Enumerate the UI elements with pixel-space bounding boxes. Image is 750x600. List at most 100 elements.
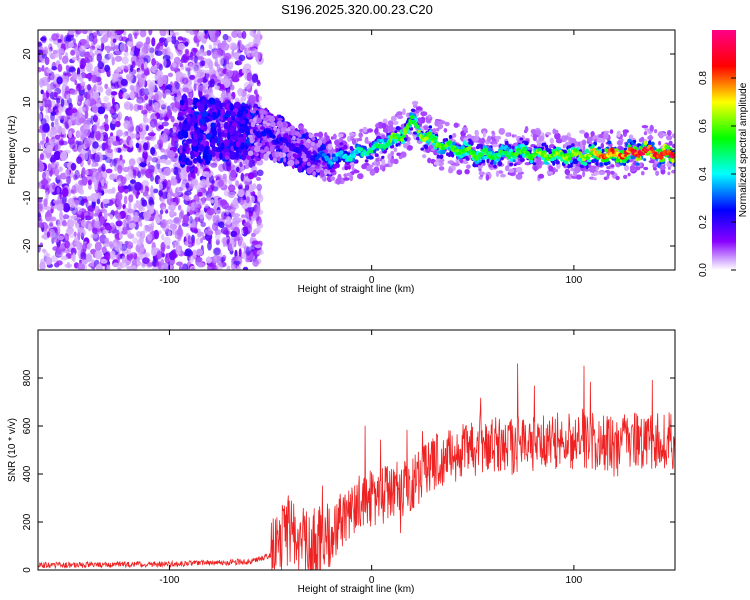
heat-halo-cell (535, 129, 542, 136)
heat-cloud-cell (187, 160, 193, 166)
heat-noise-cell (185, 30, 191, 34)
heat-noise-cell (137, 104, 142, 111)
heat-ridge-cell (394, 130, 398, 134)
heat-noise-cell (121, 56, 129, 65)
heat-noise-cell (135, 125, 140, 134)
heat-ridge-cell (343, 144, 348, 150)
heat-noise-cell (177, 36, 184, 41)
heat-noise-cell (79, 189, 85, 195)
heat-ridge-cell (448, 134, 453, 139)
heat-noise-cell (201, 60, 206, 67)
heat-noise-cell (159, 37, 165, 44)
heat-noise-cell (155, 60, 159, 66)
heat-cloud-cell (231, 111, 236, 117)
heat-noise-cell (53, 150, 62, 161)
heat-halo-cell (482, 130, 486, 138)
heat-ridge-cell (635, 162, 640, 166)
heat-noise-cell (135, 199, 140, 208)
heat-cloud-cell (209, 107, 213, 116)
heat-halo-cell (638, 137, 644, 143)
heat-cloud-cell (224, 129, 228, 134)
heat-noise-cell (253, 89, 258, 95)
heat-noise-cell (128, 213, 132, 222)
heat-cloud-cell (210, 122, 216, 128)
heat-halo-cell (671, 143, 675, 149)
heat-noise-cell (151, 221, 155, 231)
heat-noise-cell (38, 112, 43, 122)
heat-ridge-cell (260, 137, 263, 141)
heat-noise-cell (175, 71, 183, 78)
heat-noise-cell (119, 139, 127, 145)
heat-halo-cell (338, 133, 344, 138)
heat-noise-cell (59, 210, 63, 221)
heat-noise-cell (123, 51, 129, 57)
heat-noise-cell (241, 45, 246, 50)
heat-noise-cell (128, 194, 134, 203)
heat-cloud-cell (212, 111, 217, 117)
heat-halo-cell (498, 127, 506, 135)
heat-noise-cell (228, 241, 235, 252)
heat-noise-cell (191, 238, 195, 247)
heat-halo-cell (548, 165, 554, 172)
heat-halo-cell (491, 130, 495, 135)
heat-noise-cell (111, 56, 115, 66)
heat-noise-cell (172, 240, 176, 249)
heat-noise-cell (151, 37, 156, 47)
heat-noise-cell (228, 173, 237, 182)
heat-noise-cell (127, 245, 132, 256)
heat-noise-cell (71, 56, 78, 61)
heat-noise-cell (110, 91, 118, 96)
heat-noise-cell (226, 265, 231, 270)
heat-noise-cell (159, 30, 167, 37)
heat-noise-cell (53, 91, 58, 98)
heat-noise-cell (119, 88, 128, 93)
heat-noise-cell (189, 209, 193, 216)
heat-noise-cell (161, 121, 169, 127)
heat-noise-cell (168, 231, 172, 236)
heat-noise-cell (181, 183, 186, 189)
heat-halo-cell (330, 176, 336, 181)
heat-cloud-cell (232, 135, 238, 141)
heat-noise-cell (95, 130, 101, 141)
heat-halo-cell (443, 128, 448, 133)
heat-noise-cell (66, 261, 70, 269)
heat-ridge-cell (381, 155, 385, 159)
heat-noise-cell (173, 167, 182, 175)
heat-noise-cell (40, 178, 49, 186)
heat-noise-cell (170, 210, 175, 216)
heat-noise-cell (84, 128, 91, 137)
heat-ridge-cell (270, 145, 275, 150)
heat-noise-cell (95, 171, 103, 182)
heat-halo-cell (351, 138, 357, 145)
heat-noise-cell (81, 167, 86, 177)
heat-halo-cell (466, 164, 471, 169)
heat-noise-cell (40, 258, 47, 264)
heat-halo-cell (315, 168, 321, 173)
heat-noise-cell (109, 105, 117, 116)
heat-noise-cell (242, 226, 249, 232)
heat-noise-cell (99, 216, 105, 225)
heat-noise-cell (38, 244, 41, 253)
heat-noise-cell (128, 158, 136, 167)
heat-noise-cell (199, 209, 205, 220)
heat-cloud-cell (239, 119, 246, 125)
heat-ridge-cell (314, 165, 320, 169)
heat-noise-cell (181, 263, 189, 270)
heat-ridge-cell (607, 140, 612, 145)
heat-noise-cell (77, 146, 82, 153)
heat-halo-cell (247, 150, 254, 156)
heat-noise-cell (214, 61, 218, 67)
heat-noise-cell (211, 186, 219, 192)
heat-noise-cell (154, 143, 160, 150)
heat-ridge-cell (519, 157, 525, 163)
heat-noise-cell (64, 52, 69, 62)
heat-noise-cell (243, 81, 252, 90)
heat-ridge-cell (511, 145, 515, 150)
heat-noise-cell (103, 210, 108, 220)
heat-noise-cell (193, 200, 202, 208)
heat-noise-cell (70, 162, 77, 171)
heat-noise-cell (109, 46, 113, 51)
heat-halo-cell (252, 117, 257, 122)
heat-halo-cell (420, 111, 428, 117)
heat-noise-cell (251, 240, 260, 245)
